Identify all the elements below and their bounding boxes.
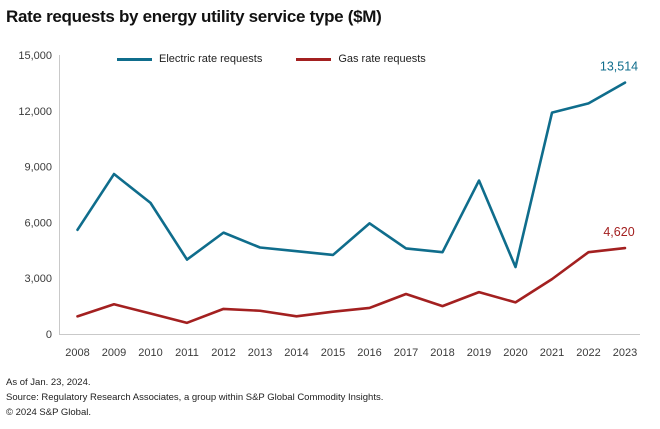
legend-label-electric: Electric rate requests: [159, 53, 263, 65]
y-axis-tick-label: 0: [46, 329, 52, 341]
chart-title: Rate requests by energy utility service …: [6, 7, 382, 26]
copyright-note: © 2024 S&P Global.: [6, 407, 91, 419]
legend-item-electric: Electric rate requests: [117, 53, 262, 65]
x-axis-year-label: 2014: [284, 347, 308, 359]
gas-line-swatch: [296, 57, 332, 61]
electric-line: [76, 81, 627, 269]
x-axis-year-label: 2017: [394, 347, 418, 359]
axes: [59, 55, 640, 335]
y-axis-tick-label: 9,000: [24, 162, 52, 174]
y-axis-tick-label: 3,000: [24, 273, 52, 285]
footer-notes: As of Jan. 23, 2024. Source: Regulatory …: [6, 375, 383, 421]
x-axis-year-label: 2012: [211, 347, 235, 359]
as-of-note: As of Jan. 23, 2024.: [6, 377, 91, 388]
legend-item-gas: Gas rate requests: [296, 53, 426, 65]
legend: Electric rate requests Gas rate requests: [117, 53, 426, 65]
x-axis-year-label: 2023: [613, 347, 637, 359]
legend-label-gas: Gas rate requests: [338, 53, 426, 65]
electric-value-label: 13,514: [600, 60, 638, 74]
y-axis-tick-label: 6,000: [24, 217, 52, 229]
electric-line-swatch: [117, 57, 152, 61]
x-axis-year-label: 2020: [503, 347, 527, 359]
x-axis-year-label: 2021: [540, 347, 564, 359]
x-axis-year-label: 2009: [102, 347, 126, 359]
gas-value-label: 4,620: [603, 225, 634, 239]
x-axis-year-label: 2022: [576, 347, 600, 359]
x-axis-year-label: 2018: [430, 347, 454, 359]
y-axis-tick-label: 12,000: [18, 106, 52, 118]
gas-line: [76, 246, 627, 325]
x-axis-year-label: 2019: [467, 347, 491, 359]
x-axis-year-label: 2010: [138, 347, 162, 359]
x-axis-year-label: 2013: [248, 347, 272, 359]
x-axis-year-label: 2008: [65, 347, 89, 359]
source-note: Source: Regulatory Research Associates, …: [6, 392, 384, 404]
x-axis-year-label: 2016: [357, 347, 381, 359]
x-axis-year-label: 2011: [175, 347, 199, 359]
x-axis-year-label: 2015: [321, 347, 345, 359]
y-axis-tick-label: 15,000: [18, 50, 52, 62]
